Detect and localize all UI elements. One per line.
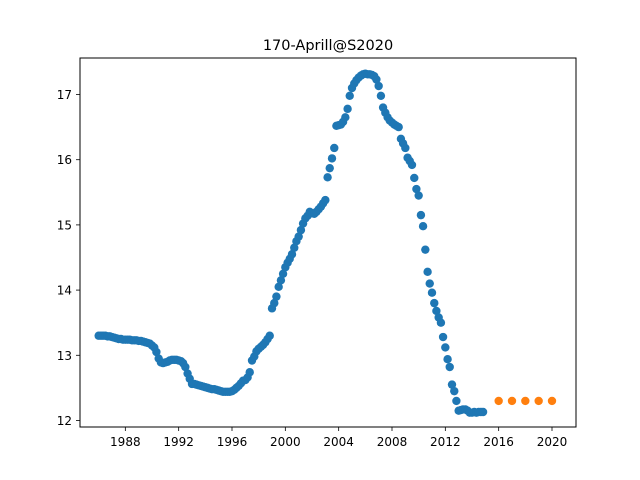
y-tick-label: 16: [57, 153, 72, 167]
data-point: [410, 173, 419, 183]
x-tick-label: 2004: [323, 435, 354, 449]
data-point: [245, 368, 254, 377]
data-point: [412, 184, 421, 194]
data-point: [438, 332, 448, 342]
data-point: [287, 250, 297, 259]
data-point: [401, 143, 410, 153]
x-axis: 1988 1992 1996 2000 2004 2008 2012 2016 2020: [110, 427, 567, 449]
data-point: [478, 407, 488, 417]
data-point: [414, 191, 423, 200]
data-point: [430, 298, 439, 308]
data-point: [427, 288, 437, 297]
data-point: [321, 195, 330, 205]
y-tick-label: 17: [57, 88, 72, 102]
y-tick-label: 12: [57, 414, 72, 428]
data-point: [270, 298, 279, 308]
data-point: [274, 282, 283, 292]
plot-area: [94, 69, 557, 417]
data-point: [394, 122, 403, 132]
data-point: [330, 143, 339, 153]
x-tick-label: 1996: [217, 435, 248, 449]
data-point: [425, 279, 434, 288]
y-tick-label: 13: [57, 349, 72, 363]
data-point: [343, 104, 352, 114]
data-point: [272, 292, 281, 301]
data-point: [374, 81, 383, 91]
data-point: [345, 91, 354, 101]
data-point: [372, 75, 381, 84]
x-tick-label: 2012: [430, 435, 461, 449]
y-tick-label: 15: [57, 218, 72, 232]
data-point: [447, 380, 457, 389]
data-point: [276, 276, 286, 285]
data-point: [152, 347, 161, 357]
data-point: [327, 154, 337, 163]
data-point: [452, 396, 461, 406]
chart-title: 170-Aprill@S2020: [263, 38, 393, 54]
y-tick-label: 14: [57, 284, 72, 298]
data-point: [325, 163, 334, 173]
data-point: [416, 210, 426, 220]
data-point: [445, 362, 454, 372]
data-point: [265, 331, 274, 340]
data-point: [278, 269, 288, 278]
data-point: [294, 232, 303, 241]
data-point: [507, 396, 517, 406]
data-point: [441, 343, 450, 352]
data-point: [376, 91, 386, 101]
data-point: [421, 245, 430, 254]
data-point: [494, 396, 503, 406]
data-point: [423, 267, 432, 277]
data-point: [290, 243, 299, 252]
data-point: [432, 306, 441, 316]
data-point: [534, 396, 543, 406]
data-point: [443, 355, 452, 364]
series-0: [94, 69, 488, 417]
data-point: [418, 222, 428, 231]
data-point: [181, 362, 190, 372]
x-tick-label: 2008: [377, 435, 408, 449]
x-tick-label: 2000: [270, 435, 301, 449]
x-tick-label: 2016: [483, 435, 514, 449]
data-point: [341, 113, 350, 122]
data-point: [323, 173, 332, 182]
data-point: [450, 386, 459, 396]
data-point: [296, 225, 306, 235]
data-point: [521, 396, 530, 406]
data-point: [407, 160, 417, 170]
x-tick-label: 2020: [537, 435, 568, 449]
x-tick-label: 1988: [110, 435, 141, 449]
series-1: [494, 396, 557, 406]
axes-frame: [79, 57, 577, 428]
y-axis: 12 13 14 15 16 17: [57, 88, 80, 428]
data-point: [436, 318, 446, 327]
x-tick-label: 1992: [163, 435, 194, 449]
data-point: [547, 396, 557, 406]
